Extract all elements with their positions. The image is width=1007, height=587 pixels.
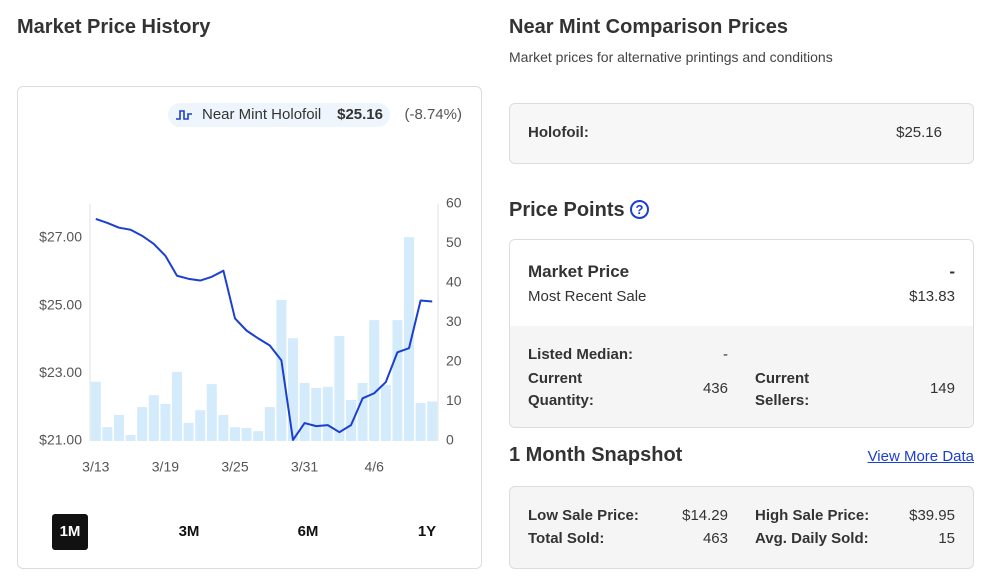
volume-bar (172, 371, 182, 441)
price-line (95, 217, 433, 441)
x-tick-label: 3/13 (82, 459, 109, 475)
label: Market Price (528, 262, 630, 281)
volume-bar (380, 384, 391, 441)
y2-tick-label: 40 (446, 274, 462, 290)
volume-bar (160, 403, 171, 441)
label: Current Quantity: (528, 370, 594, 409)
value: 149 (929, 380, 955, 397)
volume-bar (288, 338, 298, 441)
volume-bar (427, 401, 438, 441)
volume-bar (322, 386, 333, 441)
label: Avg. Daily Sold: (755, 530, 869, 547)
y-tick-label: $25.00 (39, 296, 82, 312)
value: - (723, 346, 728, 363)
x-tick-label: 4/6 (364, 459, 384, 475)
label: Holofoil: (528, 124, 589, 141)
volume-bar (90, 381, 101, 441)
label: Current Sellers: (755, 370, 810, 409)
volume-bar (334, 335, 345, 441)
view-more-link[interactable]: View More Data (867, 448, 974, 465)
value: $13.83 (909, 288, 955, 305)
section-title: Market Price History (17, 16, 211, 38)
section-title: Price Points (509, 199, 625, 221)
volume-bar (183, 422, 194, 441)
volume-bar (276, 299, 287, 441)
volume-bar (253, 431, 264, 441)
y2-tick-label: 30 (446, 313, 462, 329)
value: 463 (702, 530, 728, 547)
legend-change: (-8.74%) (404, 106, 462, 123)
legend-price: $25.16 (337, 106, 383, 123)
volume-bar (137, 407, 148, 441)
section-title: 1 Month Snapshot (509, 444, 683, 466)
volume-bar (311, 388, 322, 441)
label: Total Sold: (528, 530, 605, 547)
chart: Near Mint Holofoil $25.16 (-8.74%) $21.0… (39, 103, 462, 475)
card-band (510, 326, 973, 427)
value: $14.29 (682, 507, 728, 524)
volume-bar (357, 382, 368, 441)
section-title: Near Mint Comparison Prices (509, 16, 788, 38)
y2-tick-label: 0 (446, 432, 454, 448)
value: 436 (702, 380, 728, 397)
volume-bar (125, 435, 136, 441)
chart-card (17, 86, 482, 569)
y-tick-label: $27.00 (39, 229, 82, 245)
comparison-card: Holofoil: $25.16 (509, 103, 974, 164)
range-button[interactable]: 6M (297, 523, 319, 540)
snapshot-card: Low Sale Price: $14.29 High Sale Price: … (509, 486, 974, 569)
x-tick-label: 3/19 (152, 459, 179, 475)
volume-bar (218, 414, 229, 441)
y2-tick-label: 10 (446, 392, 462, 408)
label: Listed Median: (528, 346, 634, 363)
volume-bar (114, 414, 124, 441)
x-tick-label: 3/25 (221, 459, 248, 475)
range-button[interactable]: 1Y (417, 523, 437, 540)
value: - (949, 262, 955, 281)
volume-bar (392, 320, 403, 441)
legend-pill (168, 103, 390, 127)
volume-bar (230, 427, 240, 441)
volume-bar (299, 382, 310, 441)
price-points-card: Market Price - Most Recent Sale $13.83 L… (509, 239, 974, 428)
volume-bar (195, 410, 206, 441)
y2-tick-label: 60 (446, 195, 462, 211)
volume-bar (346, 399, 356, 441)
label: High Sale Price: (755, 507, 870, 524)
volume-bar (206, 384, 217, 441)
legend-name: Near Mint Holofoil (202, 106, 321, 123)
volume-bar (369, 320, 380, 441)
y2-tick-label: 50 (446, 234, 462, 250)
volume-bar (102, 427, 113, 441)
value: $25.16 (896, 124, 942, 141)
value: $39.95 (909, 507, 955, 524)
y2-tick-label: 20 (446, 353, 462, 369)
volume-bar (241, 427, 252, 441)
value: 15 (938, 530, 955, 547)
subtitle: Market prices for alternative printings … (509, 49, 833, 65)
volume-bar (148, 395, 159, 441)
label: Most Recent Sale (528, 288, 647, 305)
help-icon[interactable]: ? (630, 200, 649, 219)
label: Low Sale Price: (528, 507, 639, 524)
volume-bar (264, 407, 275, 441)
x-tick-label: 3/31 (291, 459, 318, 475)
volume-bar (415, 403, 426, 441)
range-button[interactable]: 1M (52, 514, 88, 550)
y-tick-label: $21.00 (39, 432, 82, 448)
legend-icon (176, 110, 192, 120)
range-button[interactable]: 3M (178, 523, 200, 540)
y-tick-label: $23.00 (39, 364, 82, 380)
volume-bar (404, 237, 414, 441)
